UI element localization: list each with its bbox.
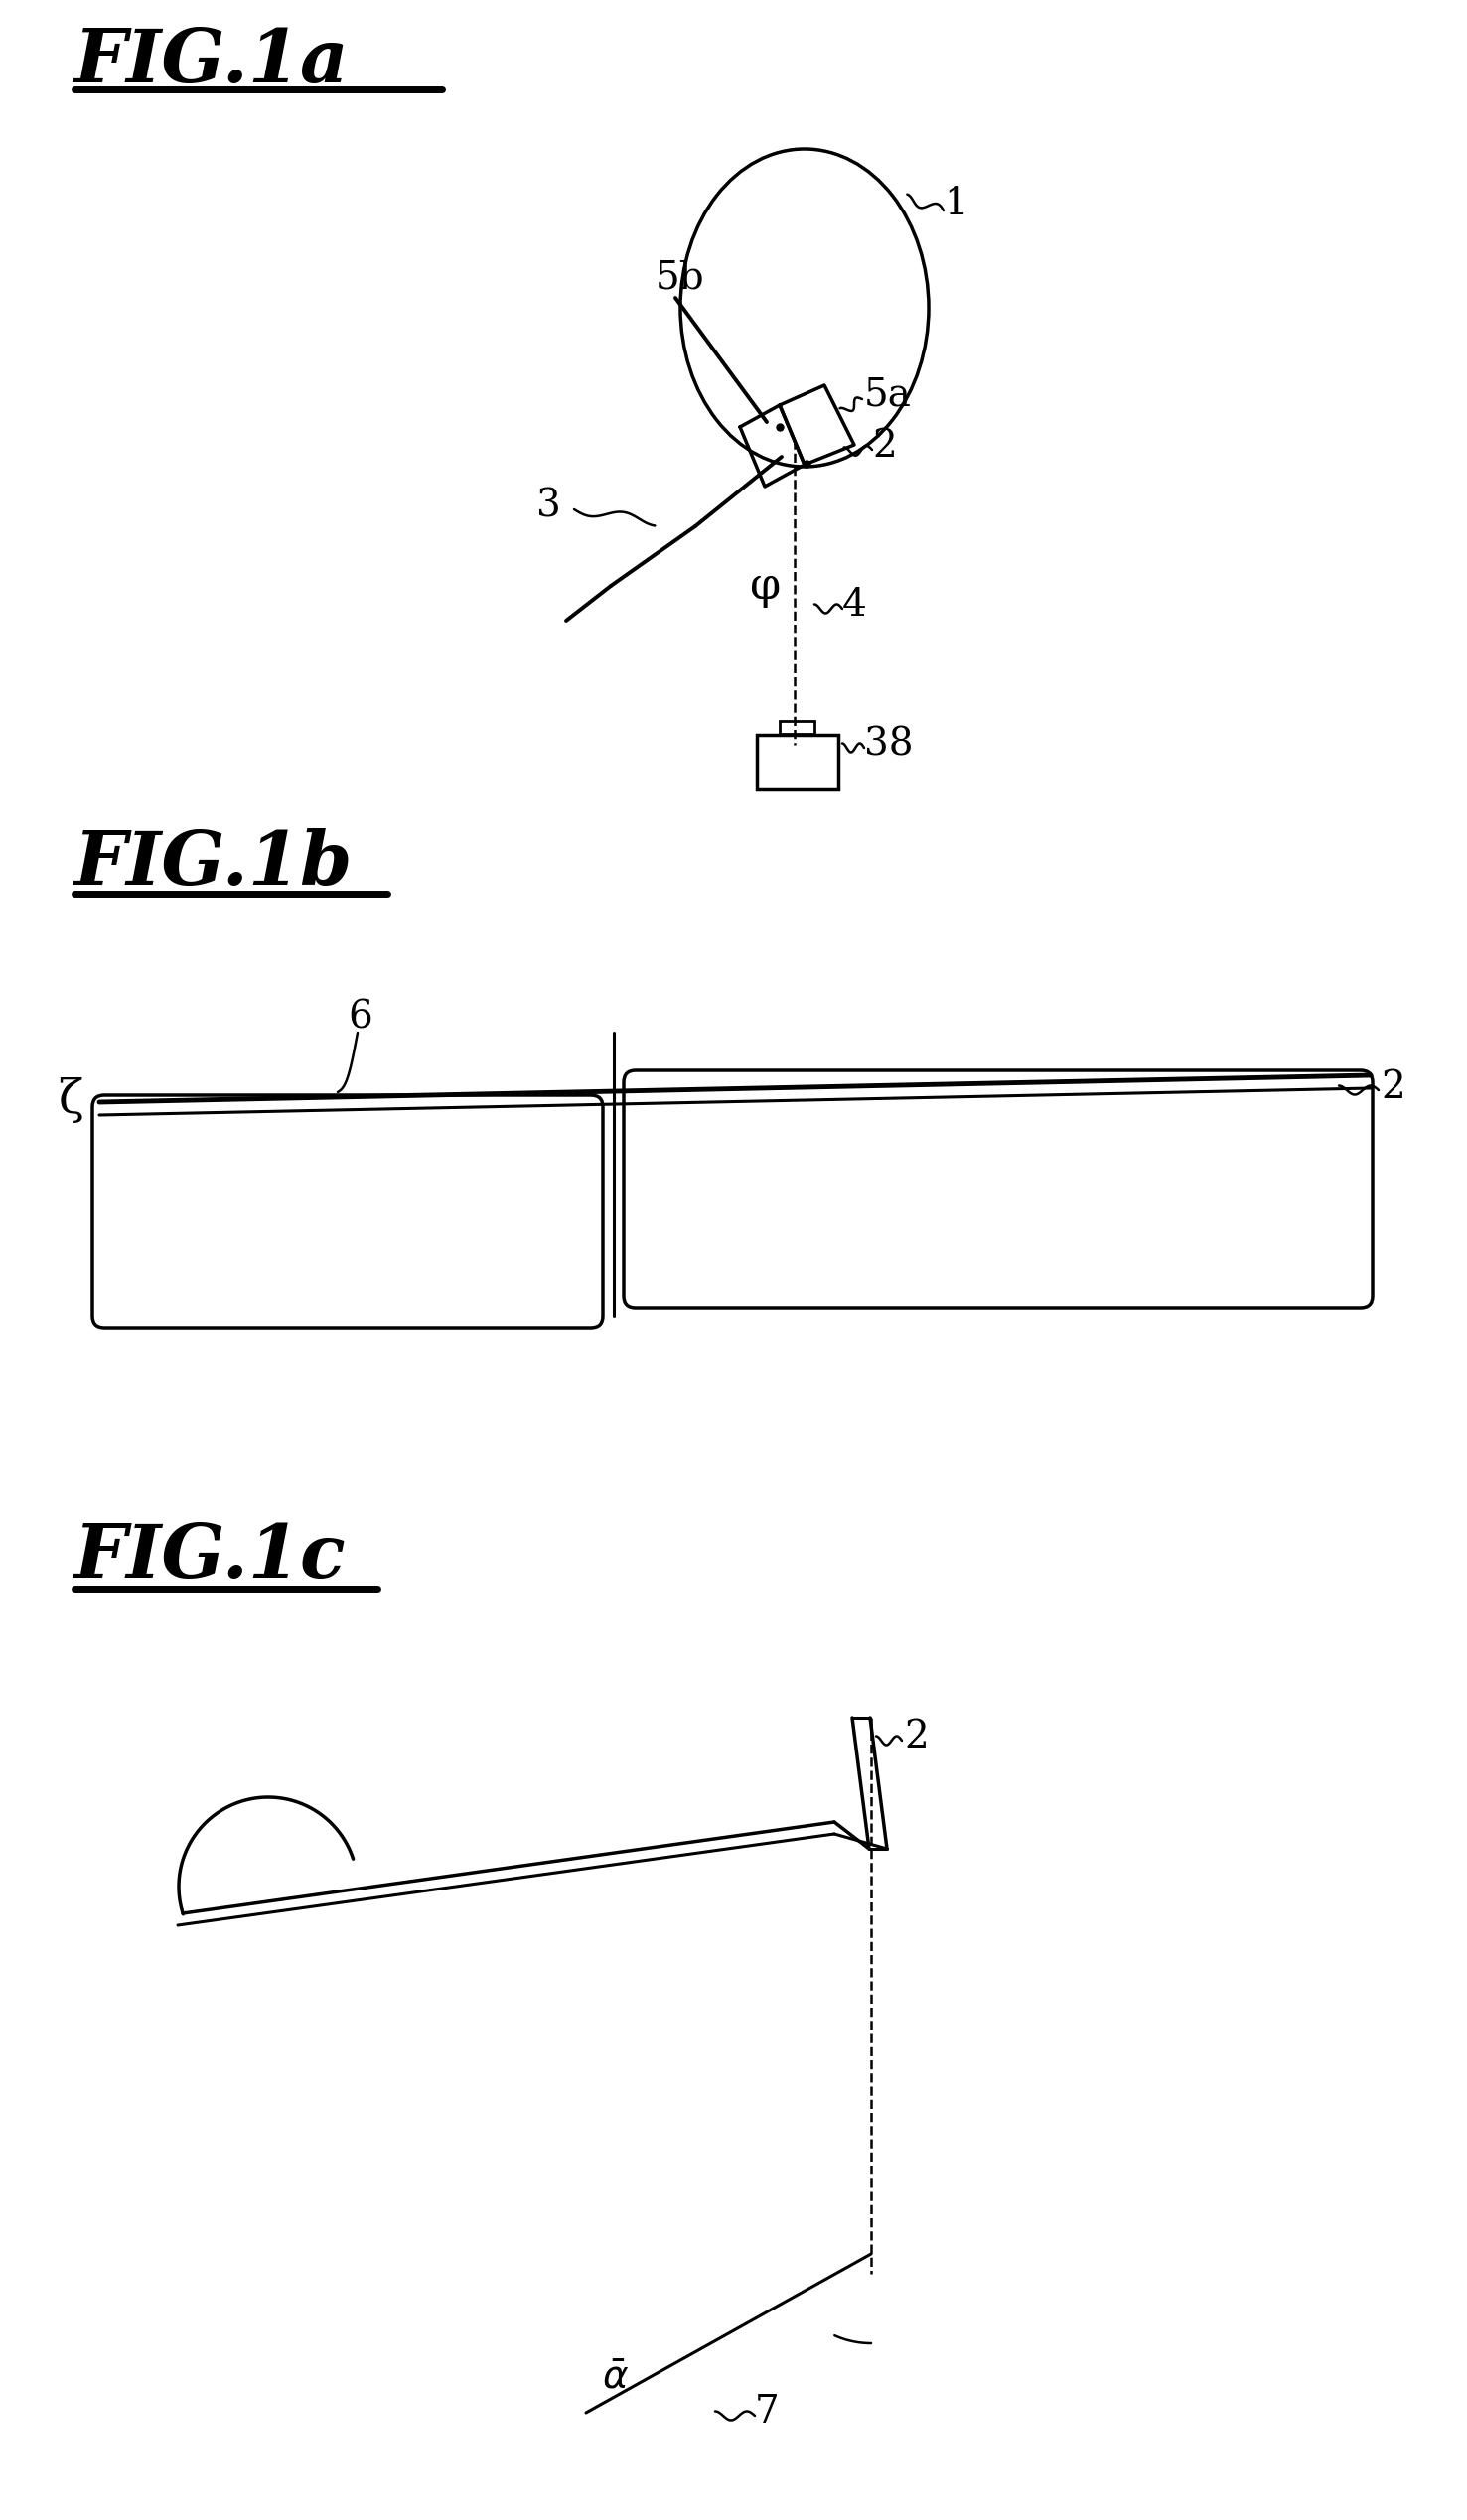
Text: FIG.1b: FIG.1b bbox=[75, 829, 354, 900]
Text: FIG.1a: FIG.1a bbox=[75, 25, 349, 98]
Text: 2: 2 bbox=[904, 1719, 929, 1756]
Text: 5b: 5b bbox=[656, 260, 704, 297]
Text: 6: 6 bbox=[348, 1000, 373, 1036]
Text: 38: 38 bbox=[864, 726, 914, 764]
Bar bbox=[757, 736, 838, 789]
Bar bbox=[779, 721, 814, 733]
Text: 7: 7 bbox=[756, 2394, 779, 2432]
Text: ζ: ζ bbox=[57, 1079, 84, 1124]
Text: 3: 3 bbox=[537, 489, 560, 524]
Text: φ: φ bbox=[750, 564, 780, 607]
Text: 5a: 5a bbox=[864, 378, 911, 413]
Text: 2: 2 bbox=[871, 428, 896, 466]
Text: 4: 4 bbox=[842, 587, 867, 625]
Text: FIG.1c: FIG.1c bbox=[75, 1522, 346, 1593]
Text: 2: 2 bbox=[1380, 1068, 1405, 1106]
Text: 1: 1 bbox=[943, 184, 968, 222]
Text: $\bar{\alpha}$: $\bar{\alpha}$ bbox=[603, 2359, 629, 2397]
